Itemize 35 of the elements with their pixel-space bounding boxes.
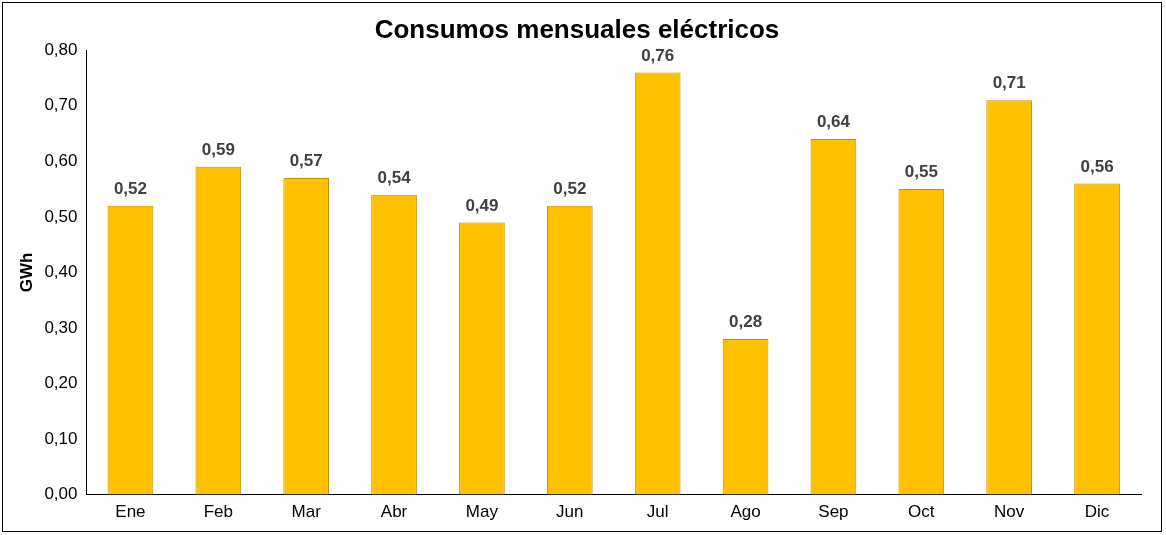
data-label: 0,56 <box>1080 156 1114 176</box>
x-tick-label: May <box>465 502 499 522</box>
data-label: 0,52 <box>113 178 147 198</box>
data-label: 0,71 <box>992 73 1026 93</box>
y-tick-label: 0,50 <box>44 206 78 226</box>
data-label: 0,54 <box>377 167 412 187</box>
x-tick-label: Dic <box>1084 502 1110 522</box>
data-label: 0,28 <box>729 312 763 332</box>
y-tick-label: 0,40 <box>44 262 78 282</box>
x-tick-label: Jul <box>646 502 669 522</box>
chart-title: Consumos mensuales eléctricos <box>374 13 780 44</box>
x-tick-label: Mar <box>291 502 322 522</box>
data-label: 0,59 <box>201 140 235 160</box>
x-tick-label: Ago <box>730 502 761 522</box>
x-tick-label: Feb <box>203 502 233 522</box>
x-tick-label: Abr <box>380 502 408 522</box>
y-tick-label: 0,00 <box>44 484 78 504</box>
y-tick-label: 0,70 <box>44 95 78 115</box>
data-label: 0,76 <box>641 45 675 65</box>
data-label: 0,55 <box>904 162 938 182</box>
data-label: 0,57 <box>289 151 323 171</box>
y-tick-label: 0,20 <box>44 373 78 393</box>
x-tick-label: Ene <box>115 502 146 522</box>
y-tick-label: 0,10 <box>44 428 78 448</box>
y-tick-label: 0,60 <box>44 150 78 170</box>
y-tick-label: 0,80 <box>44 39 78 59</box>
x-tick-label: Oct <box>908 502 935 522</box>
x-tick-label: Jun <box>556 502 584 522</box>
data-label: 0,49 <box>465 195 499 215</box>
y-axis-title: GWh <box>16 252 36 293</box>
data-label: 0,52 <box>553 178 587 198</box>
y-tick-label: 0,30 <box>44 317 78 337</box>
x-tick-label: Nov <box>994 502 1025 522</box>
x-tick-label: Sep <box>818 502 849 522</box>
data-label: 0,64 <box>816 112 851 132</box>
